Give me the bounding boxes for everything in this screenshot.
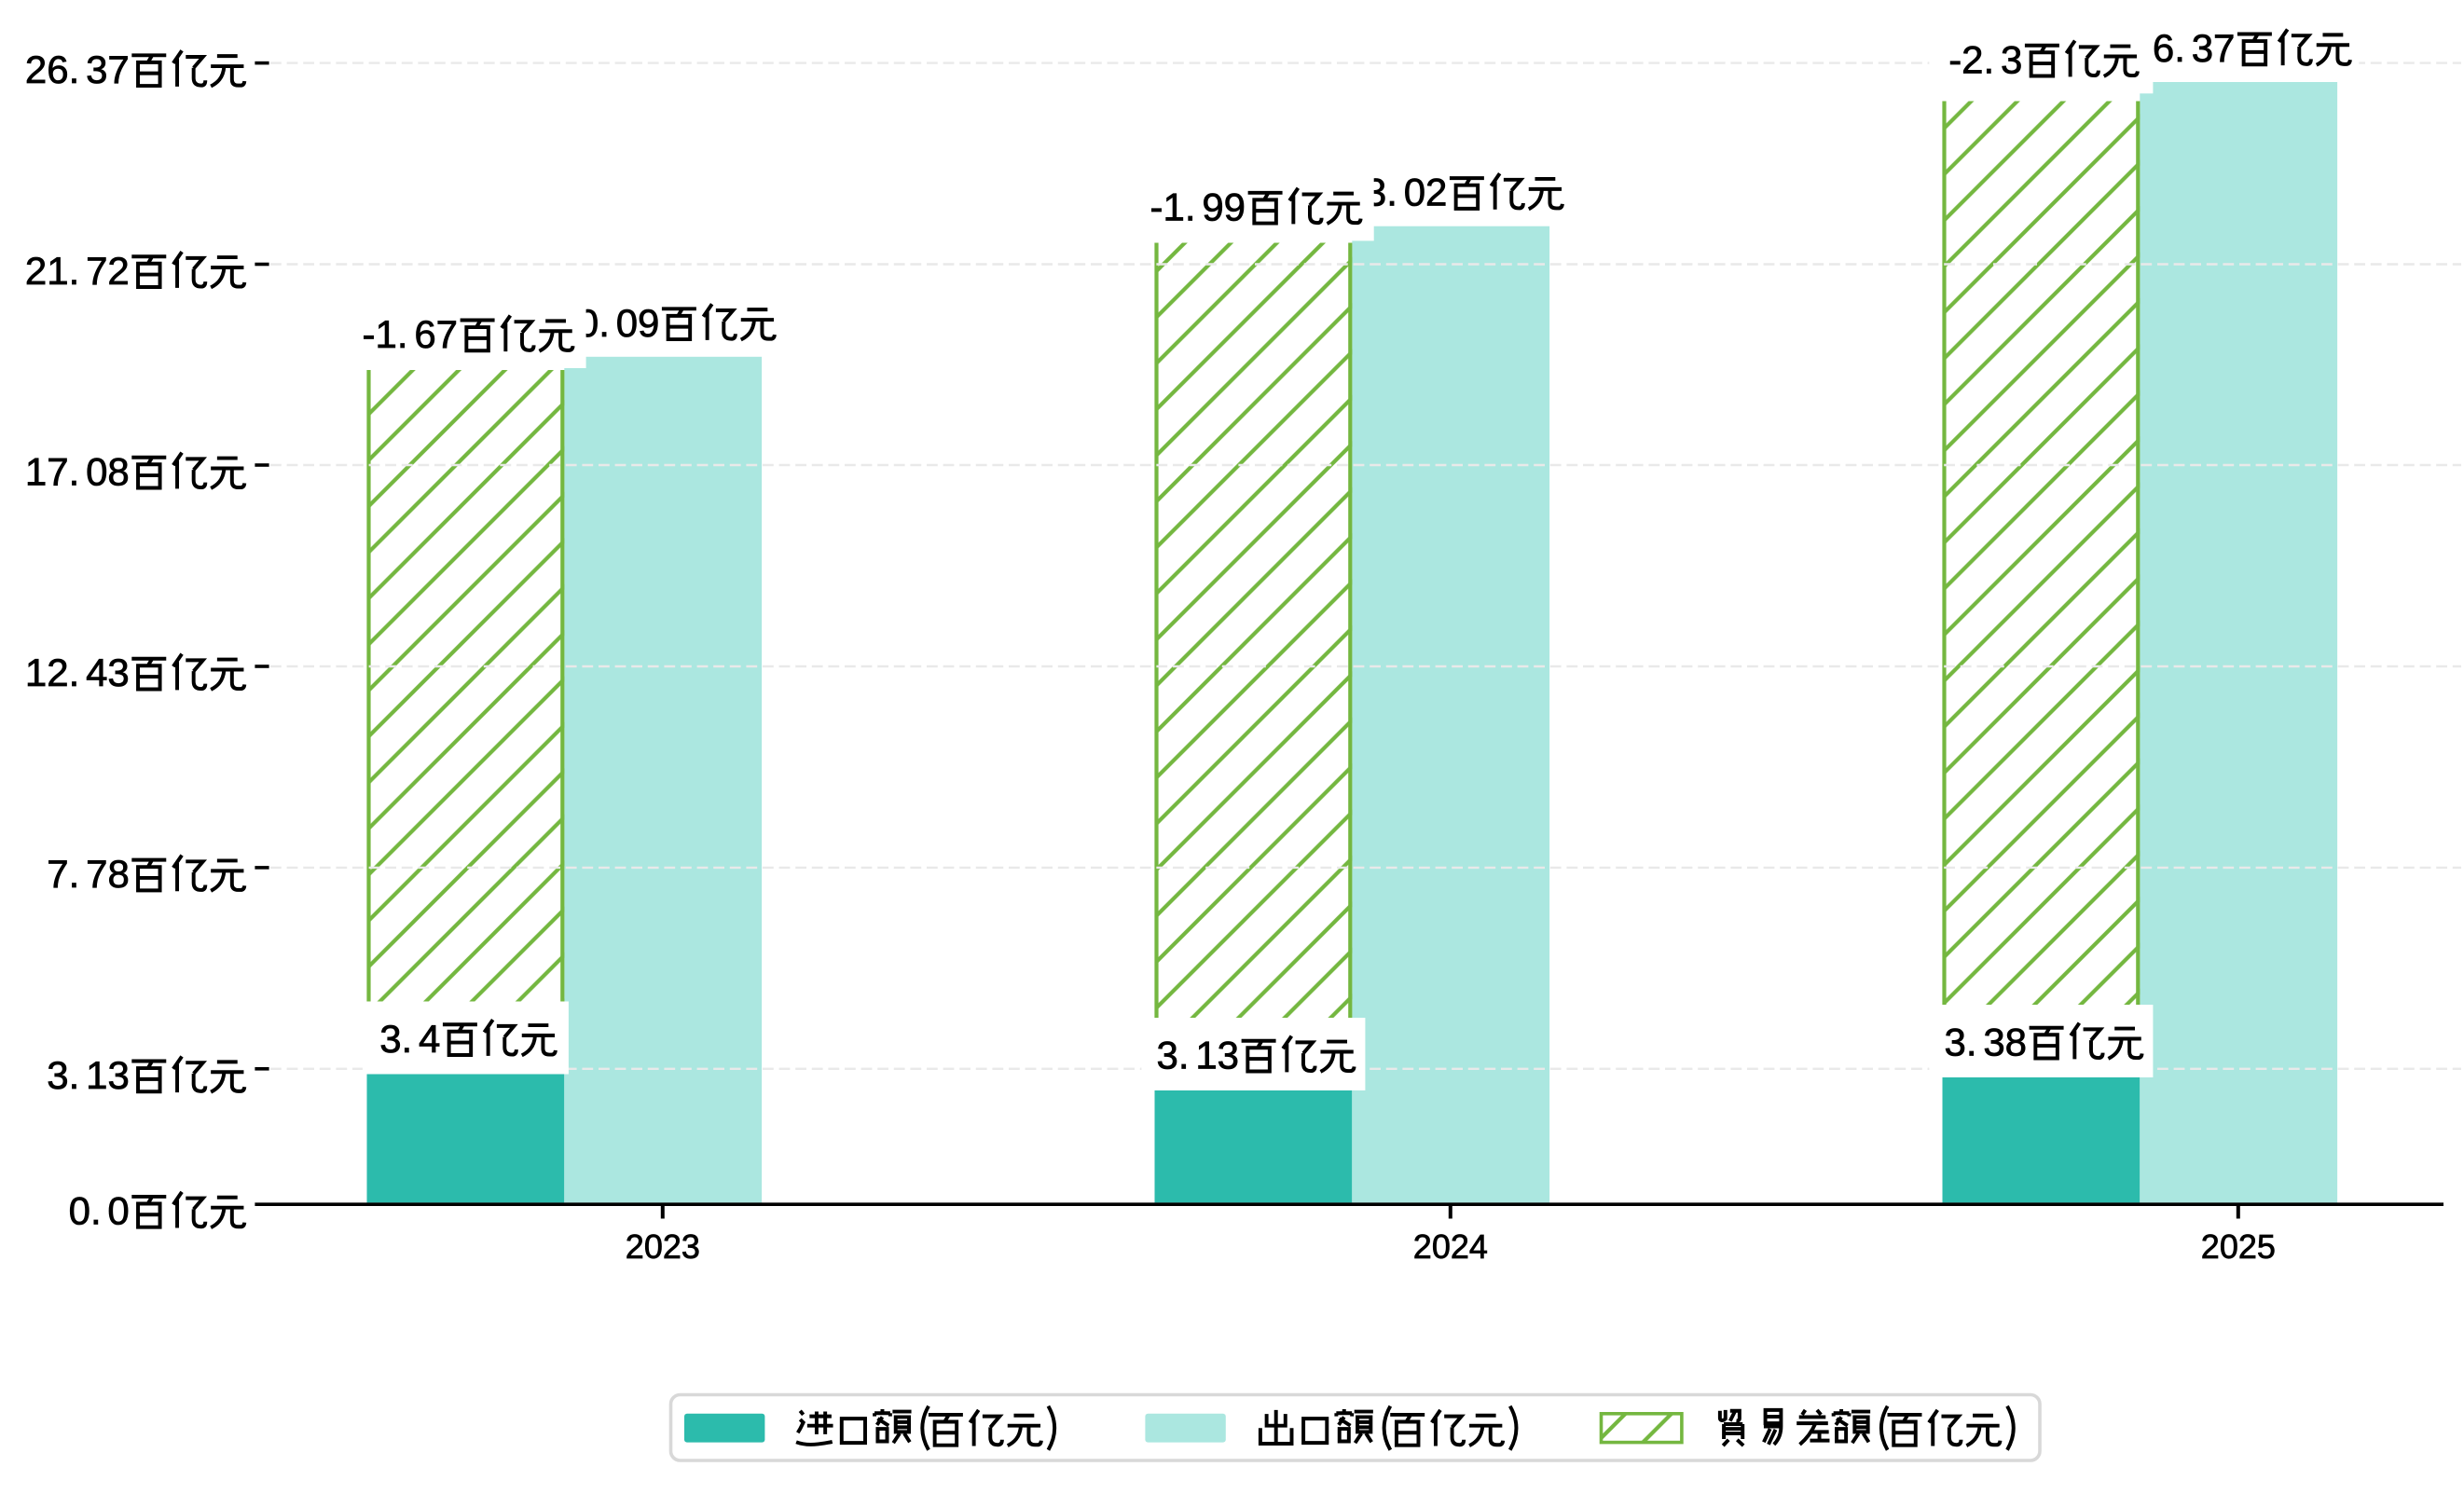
svg-text:-1.67: -1. 67 bbox=[363, 312, 459, 356]
svg-text:26.37: 26. 37 bbox=[2131, 26, 2236, 70]
svg-text:3.13: 3. 13 bbox=[47, 1053, 130, 1097]
svg-text:2024: 2024 bbox=[1413, 1227, 1488, 1266]
svg-text:0.0: 0. 0 bbox=[69, 1189, 130, 1233]
svg-text:3.13: 3. 13 bbox=[1157, 1033, 1240, 1076]
svg-text:-2.3: -2. 3 bbox=[1948, 37, 2022, 81]
svg-text:3.38: 3. 38 bbox=[1945, 1020, 2028, 1063]
svg-text:2023: 2023 bbox=[626, 1227, 700, 1266]
svg-text:2025: 2025 bbox=[2201, 1227, 2276, 1266]
svg-text:12.43: 12. 43 bbox=[25, 651, 130, 694]
svg-text:26.37: 26. 37 bbox=[25, 48, 130, 91]
svg-text:21.72: 21. 72 bbox=[25, 249, 130, 293]
svg-text:-1.99: -1. 99 bbox=[1150, 185, 1246, 228]
svg-text:3.4: 3. 4 bbox=[379, 1017, 440, 1061]
svg-text:17.08: 17. 08 bbox=[25, 449, 130, 493]
svg-text:7.78: 7. 78 bbox=[47, 852, 130, 896]
